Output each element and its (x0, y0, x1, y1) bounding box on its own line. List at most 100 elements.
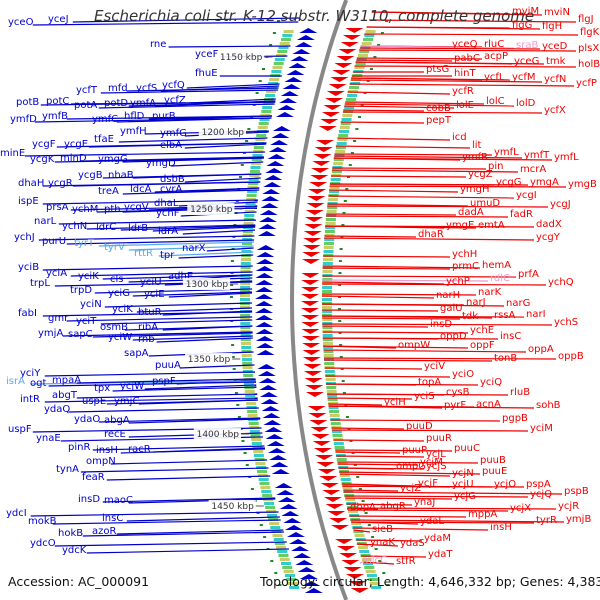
gene-label[interactable]: ynaJ (414, 497, 435, 508)
gene-label[interactable]: narI (526, 309, 546, 320)
gene-label[interactable]: galU (440, 303, 463, 314)
gene-label[interactable]: ycgY (536, 232, 561, 243)
gene-label[interactable]: dadA (458, 207, 484, 218)
gene-label[interactable]: potB (16, 97, 39, 108)
gene-label[interactable]: recE (104, 429, 126, 440)
gene-label[interactable]: ycgR (48, 178, 73, 189)
gene-label[interactable]: abgA (104, 415, 130, 426)
gene-label[interactable]: pyrF (444, 400, 466, 411)
gene-label[interactable]: purU (42, 236, 66, 247)
gene-label[interactable]: rluB (510, 387, 530, 398)
gene-label[interactable]: yciK (78, 271, 99, 282)
gene-label[interactable]: ychF (156, 208, 180, 219)
gene-label[interactable]: mcrA (520, 164, 546, 175)
gene-label[interactable]: hemA (482, 260, 511, 271)
gene-label[interactable]: ydcO (30, 538, 56, 549)
gene-label[interactable]: stfR (396, 556, 416, 567)
gene-label[interactable]: oppF (470, 340, 495, 351)
gene-label[interactable]: ompG (396, 461, 426, 472)
gene-label[interactable]: elbA (160, 140, 182, 151)
gene-label[interactable]: mviM (512, 6, 539, 17)
gene-label[interactable]: lolD (516, 98, 536, 109)
gene-label[interactable]: cysB (446, 387, 470, 398)
gene-label[interactable]: dadX (536, 219, 562, 230)
gene-label[interactable]: minD (60, 153, 87, 164)
gene-label[interactable]: ycgV (124, 202, 149, 213)
gene-label[interactable]: ycjU (452, 479, 474, 490)
gene-label[interactable]: sapA (124, 348, 149, 359)
gene-label[interactable]: abgR (380, 501, 406, 512)
gene-label[interactable]: ycfL (484, 72, 505, 83)
gene-label[interactable]: yciE (144, 289, 165, 300)
gene-label[interactable]: lolC (486, 96, 505, 107)
gene-label[interactable]: puuB (480, 455, 506, 466)
gene-label[interactable]: tyrR (536, 515, 557, 526)
gene-label[interactable]: maoC (104, 495, 133, 506)
gene-label[interactable]: sohB (536, 400, 561, 411)
gene-label[interactable]: mviN (544, 7, 570, 18)
gene-label[interactable]: pth (104, 204, 121, 215)
gene-label[interactable]: rttR (134, 248, 153, 259)
gene-label[interactable]: ymfB (42, 111, 68, 122)
gene-label[interactable]: insC (500, 331, 521, 342)
gene-label[interactable]: ymgB (568, 179, 597, 190)
gene-label[interactable]: yciW (108, 332, 132, 343)
gene-label[interactable]: ynaE (36, 433, 61, 444)
gene-label[interactable]: ymgE (446, 220, 474, 231)
gene-label[interactable]: ymjB (566, 514, 591, 525)
gene-label[interactable]: tpr (160, 250, 175, 261)
gene-label[interactable]: ymjC (114, 396, 139, 407)
gene-label[interactable]: prsA (46, 202, 69, 213)
gene-label[interactable]: ycfT (76, 85, 98, 96)
gene-label[interactable]: ycgG (496, 177, 522, 188)
gene-label[interactable]: gmr (48, 313, 69, 324)
gene-label[interactable]: insH (96, 445, 118, 456)
gene-label[interactable]: narX (182, 243, 206, 254)
gene-label[interactable]: ycjO (494, 479, 516, 490)
gene-label[interactable]: treA (98, 186, 119, 197)
gene-label[interactable]: potD (104, 98, 128, 109)
gene-label[interactable]: ycjG (454, 491, 476, 502)
gene-label[interactable]: sieB (372, 524, 393, 535)
gene-label[interactable]: sraB (516, 40, 538, 51)
gene-label[interactable]: ydcI (6, 508, 27, 519)
gene-label[interactable]: ptsG (426, 64, 449, 75)
gene-label[interactable]: purB (152, 111, 176, 122)
gene-label[interactable]: adhE (168, 271, 193, 282)
gene-label[interactable]: lolE (456, 100, 474, 111)
gene-label[interactable]: prmC (452, 261, 479, 272)
gene-label[interactable]: ychP (446, 276, 470, 287)
gene-label[interactable]: ycjN (452, 468, 474, 479)
gene-label[interactable]: tyrV (104, 242, 125, 253)
gene-label[interactable]: yciU (140, 277, 162, 288)
gene-label[interactable]: pin (488, 161, 503, 172)
gene-label[interactable]: cobB (426, 103, 451, 114)
gene-label[interactable]: fhuE (195, 68, 218, 79)
gene-label[interactable]: rluC (484, 39, 504, 50)
gene-label[interactable]: trpD (70, 285, 92, 296)
gene-label[interactable]: ycgJ (550, 199, 571, 210)
gene-label[interactable]: mfd (108, 83, 128, 94)
gene-label[interactable]: icd (452, 132, 467, 143)
gene-label[interactable]: ispE (18, 196, 39, 207)
gene-label[interactable]: flgH (542, 21, 562, 32)
gene-label[interactable]: narK (478, 287, 502, 298)
gene-label[interactable]: flgG (512, 20, 532, 31)
gene-label[interactable]: yceQ (452, 39, 478, 50)
gene-label[interactable]: ymfR (462, 152, 488, 163)
gene-label[interactable]: pepT (426, 115, 452, 126)
gene-label[interactable]: tpx (94, 383, 110, 394)
gene-label[interactable]: ycfX (544, 105, 566, 116)
gene-label[interactable]: acpP (484, 51, 508, 62)
gene-label[interactable]: minE (0, 148, 25, 159)
gene-label[interactable]: ycjS (426, 461, 447, 472)
gene-label[interactable]: ycjX (510, 503, 531, 514)
gene-label[interactable]: ldrA (158, 226, 178, 237)
gene-label[interactable]: ldrB (128, 223, 148, 234)
gene-label[interactable]: pinR (68, 442, 90, 453)
gene-label[interactable]: insH (490, 522, 512, 533)
gene-label[interactable]: abgT (52, 390, 78, 401)
gene-label[interactable]: ribA (138, 322, 158, 333)
gene-label[interactable]: uspE (82, 396, 106, 407)
gene-label[interactable]: dsbB (160, 174, 185, 185)
